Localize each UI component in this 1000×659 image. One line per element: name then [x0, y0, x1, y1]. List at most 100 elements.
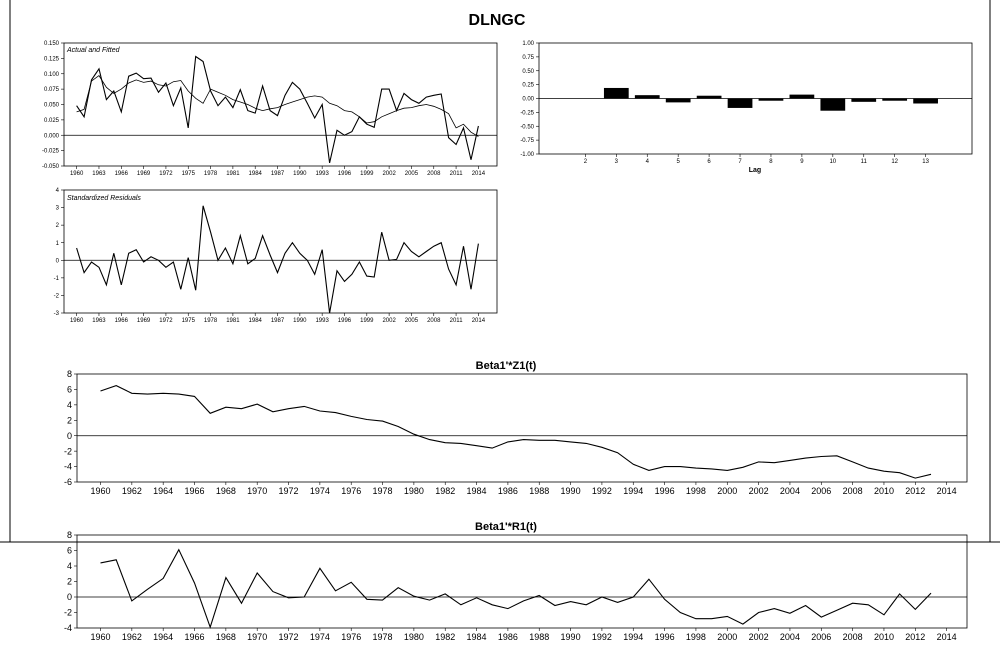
actual-fitted-ytick-label: 0.050 [44, 103, 60, 109]
beta-r-xtick-label: 1994 [623, 632, 643, 642]
acf-bar [727, 98, 753, 108]
std-resid-ytick-label: -3 [54, 311, 60, 317]
std-resid-xtick-label: 1987 [271, 318, 285, 324]
beta-r-xtick-label: 1974 [310, 632, 330, 642]
beta-z-xtick-label: 1968 [216, 486, 236, 496]
acf-bar [820, 98, 846, 111]
actual-fitted-ytick-label: 0.150 [44, 41, 60, 47]
beta-z-xtick-label: 2000 [717, 486, 737, 496]
beta-r-xtick-label: 2000 [717, 632, 737, 642]
actual-fitted-ytick-label: 0.025 [44, 118, 60, 124]
beta-z-xtick-label: 1984 [467, 486, 487, 496]
acf-bar [634, 95, 660, 99]
actual-fitted-xtick-label: 1966 [115, 171, 129, 177]
actual-fitted-ytick-label: 0.000 [44, 133, 60, 139]
acf-xtick-label: 11 [861, 159, 868, 165]
beta-z-xtick-label: 2014 [937, 486, 957, 496]
std-resid-panel: Standardized Residuals 4 3 2 1 0 -1 -2 -3 1960 19… [54, 188, 498, 324]
std-resid-xtick-label: 1966 [115, 318, 129, 324]
std-resid-series-line-1 [76, 205, 479, 314]
beta-z-xtick-label: 1978 [373, 486, 393, 496]
beta-z-xtick-label: 1962 [122, 486, 142, 496]
acf-ytick-label: 0.75 [522, 55, 534, 61]
actual-fitted-xtick-label: 1990 [293, 171, 307, 177]
actual-fitted-xtick-label: 1972 [159, 171, 173, 177]
actual-fitted-ytick-label: 0.100 [44, 72, 60, 78]
beta-r-ytick-label: 0 [67, 592, 72, 602]
beta-z-xtick-label: 1994 [623, 486, 643, 496]
beta-r-xtick-label: 1960 [90, 632, 110, 642]
acf-bar [789, 94, 815, 99]
std-resid-plot-area [63, 189, 498, 314]
beta-r-xtick-label: 1984 [467, 632, 487, 642]
beta-z-xtick-label: 1964 [153, 486, 173, 496]
acf-ytick-label: -0.25 [520, 110, 534, 116]
acf-xtick-label: 2 [584, 159, 588, 165]
beta-r-xtick-label: 1978 [373, 632, 393, 642]
beta-r-xtick-label: 1976 [341, 632, 361, 642]
actual-fitted-xtick-label: 1969 [137, 171, 151, 177]
beta-r-xtick-label: 1998 [686, 632, 706, 642]
actual-fitted-xtick-label: 1981 [226, 171, 240, 177]
acf-bar [758, 98, 784, 101]
actual-fitted-xtick-label: 2008 [427, 171, 441, 177]
acf-bar [603, 87, 629, 99]
actual-fitted-xtick-label: 2011 [450, 171, 464, 177]
beta-z-xtick-label: 2010 [874, 486, 894, 496]
beta-r-xtick-label: 1962 [122, 632, 142, 642]
beta-r-ytick-label: -4 [64, 623, 72, 633]
actual-fitted-xtick-label: 1993 [315, 171, 329, 177]
beta-r-ytick-label: -2 [64, 608, 72, 618]
beta-r-ytick-label: 4 [67, 561, 72, 571]
beta-z-ytick-label: 6 [67, 385, 72, 395]
actual-fitted-xtick-label: 1960 [70, 171, 84, 177]
std-resid-xtick-label: 1981 [226, 318, 240, 324]
actual-fitted-ytick-label: -0.025 [42, 149, 60, 155]
acf-bar [913, 98, 938, 104]
beta-z-xtick-label: 1980 [404, 486, 424, 496]
beta-r-xtick-label: 2006 [811, 632, 831, 642]
std-resid-xtick-label: 2008 [427, 318, 441, 324]
beta-r-xtick-label: 2002 [749, 632, 769, 642]
beta-r-plot-area [76, 534, 968, 629]
std-resid-ytick-label: 1 [56, 241, 60, 247]
std-resid-xtick-label: 1999 [360, 318, 374, 324]
beta-r-ytick-label: 2 [67, 577, 72, 587]
beta-r-xtick-label: 1988 [529, 632, 549, 642]
actual-fitted-xtick-label: 1984 [249, 171, 263, 177]
actual-fitted-ytick-label: 0.125 [44, 56, 60, 62]
std-resid-xtick-label: 1978 [204, 318, 218, 324]
beta-r-panel: Beta1'*R1(t) 8 6 4 2 0 -2 -4 1960 1962 1964 1966 19… [64, 521, 968, 642]
actual-fitted-xtick-label: 2002 [382, 171, 396, 177]
acf-ytick-label: 1.00 [522, 41, 534, 47]
std-resid-ytick-label: 4 [56, 188, 60, 194]
acf-bar [851, 98, 877, 102]
beta-z-ytick-label: -2 [64, 446, 72, 456]
actual-fitted-series-line-1 [76, 55, 479, 164]
beta-z-ytick-label: 2 [67, 415, 72, 425]
beta-z-xtick-label: 2002 [749, 486, 769, 496]
beta-r-xtick-label: 1990 [561, 632, 581, 642]
std-resid-ytick-label: -2 [54, 294, 60, 300]
std-resid-ytick-label: -1 [54, 276, 60, 282]
std-resid-xtick-label: 1975 [182, 318, 196, 324]
std-resid-xtick-label: 1993 [315, 318, 329, 324]
beta-r-ytick-label: 8 [67, 530, 72, 540]
beta-z-xtick-label: 1970 [247, 486, 267, 496]
std-resid-xtick-label: 1963 [92, 318, 106, 324]
acf-bar [882, 98, 908, 101]
beta-r-xtick-label: 1964 [153, 632, 173, 642]
beta-r-xtick-label: 1992 [592, 632, 612, 642]
beta-z-xtick-label: 1996 [655, 486, 675, 496]
actual-fitted-series-line-2 [76, 75, 479, 137]
acf-bar [696, 95, 722, 99]
beta-z-xtick-label: 2012 [905, 486, 925, 496]
actual-fitted-label: Actual and Fitted [66, 47, 121, 54]
actual-fitted-panel: Actual and Fitted 0.150 0.125 0.100 0.075 0.… [42, 41, 498, 177]
beta-z-xtick-label: 1972 [279, 486, 299, 496]
std-resid-xtick-label: 2002 [382, 318, 396, 324]
actual-fitted-xtick-label: 1963 [92, 171, 106, 177]
acf-ytick-label: -0.50 [520, 124, 534, 130]
acf-ytick-label: 0.50 [522, 69, 534, 75]
actual-fitted-xtick-label: 1999 [360, 171, 374, 177]
